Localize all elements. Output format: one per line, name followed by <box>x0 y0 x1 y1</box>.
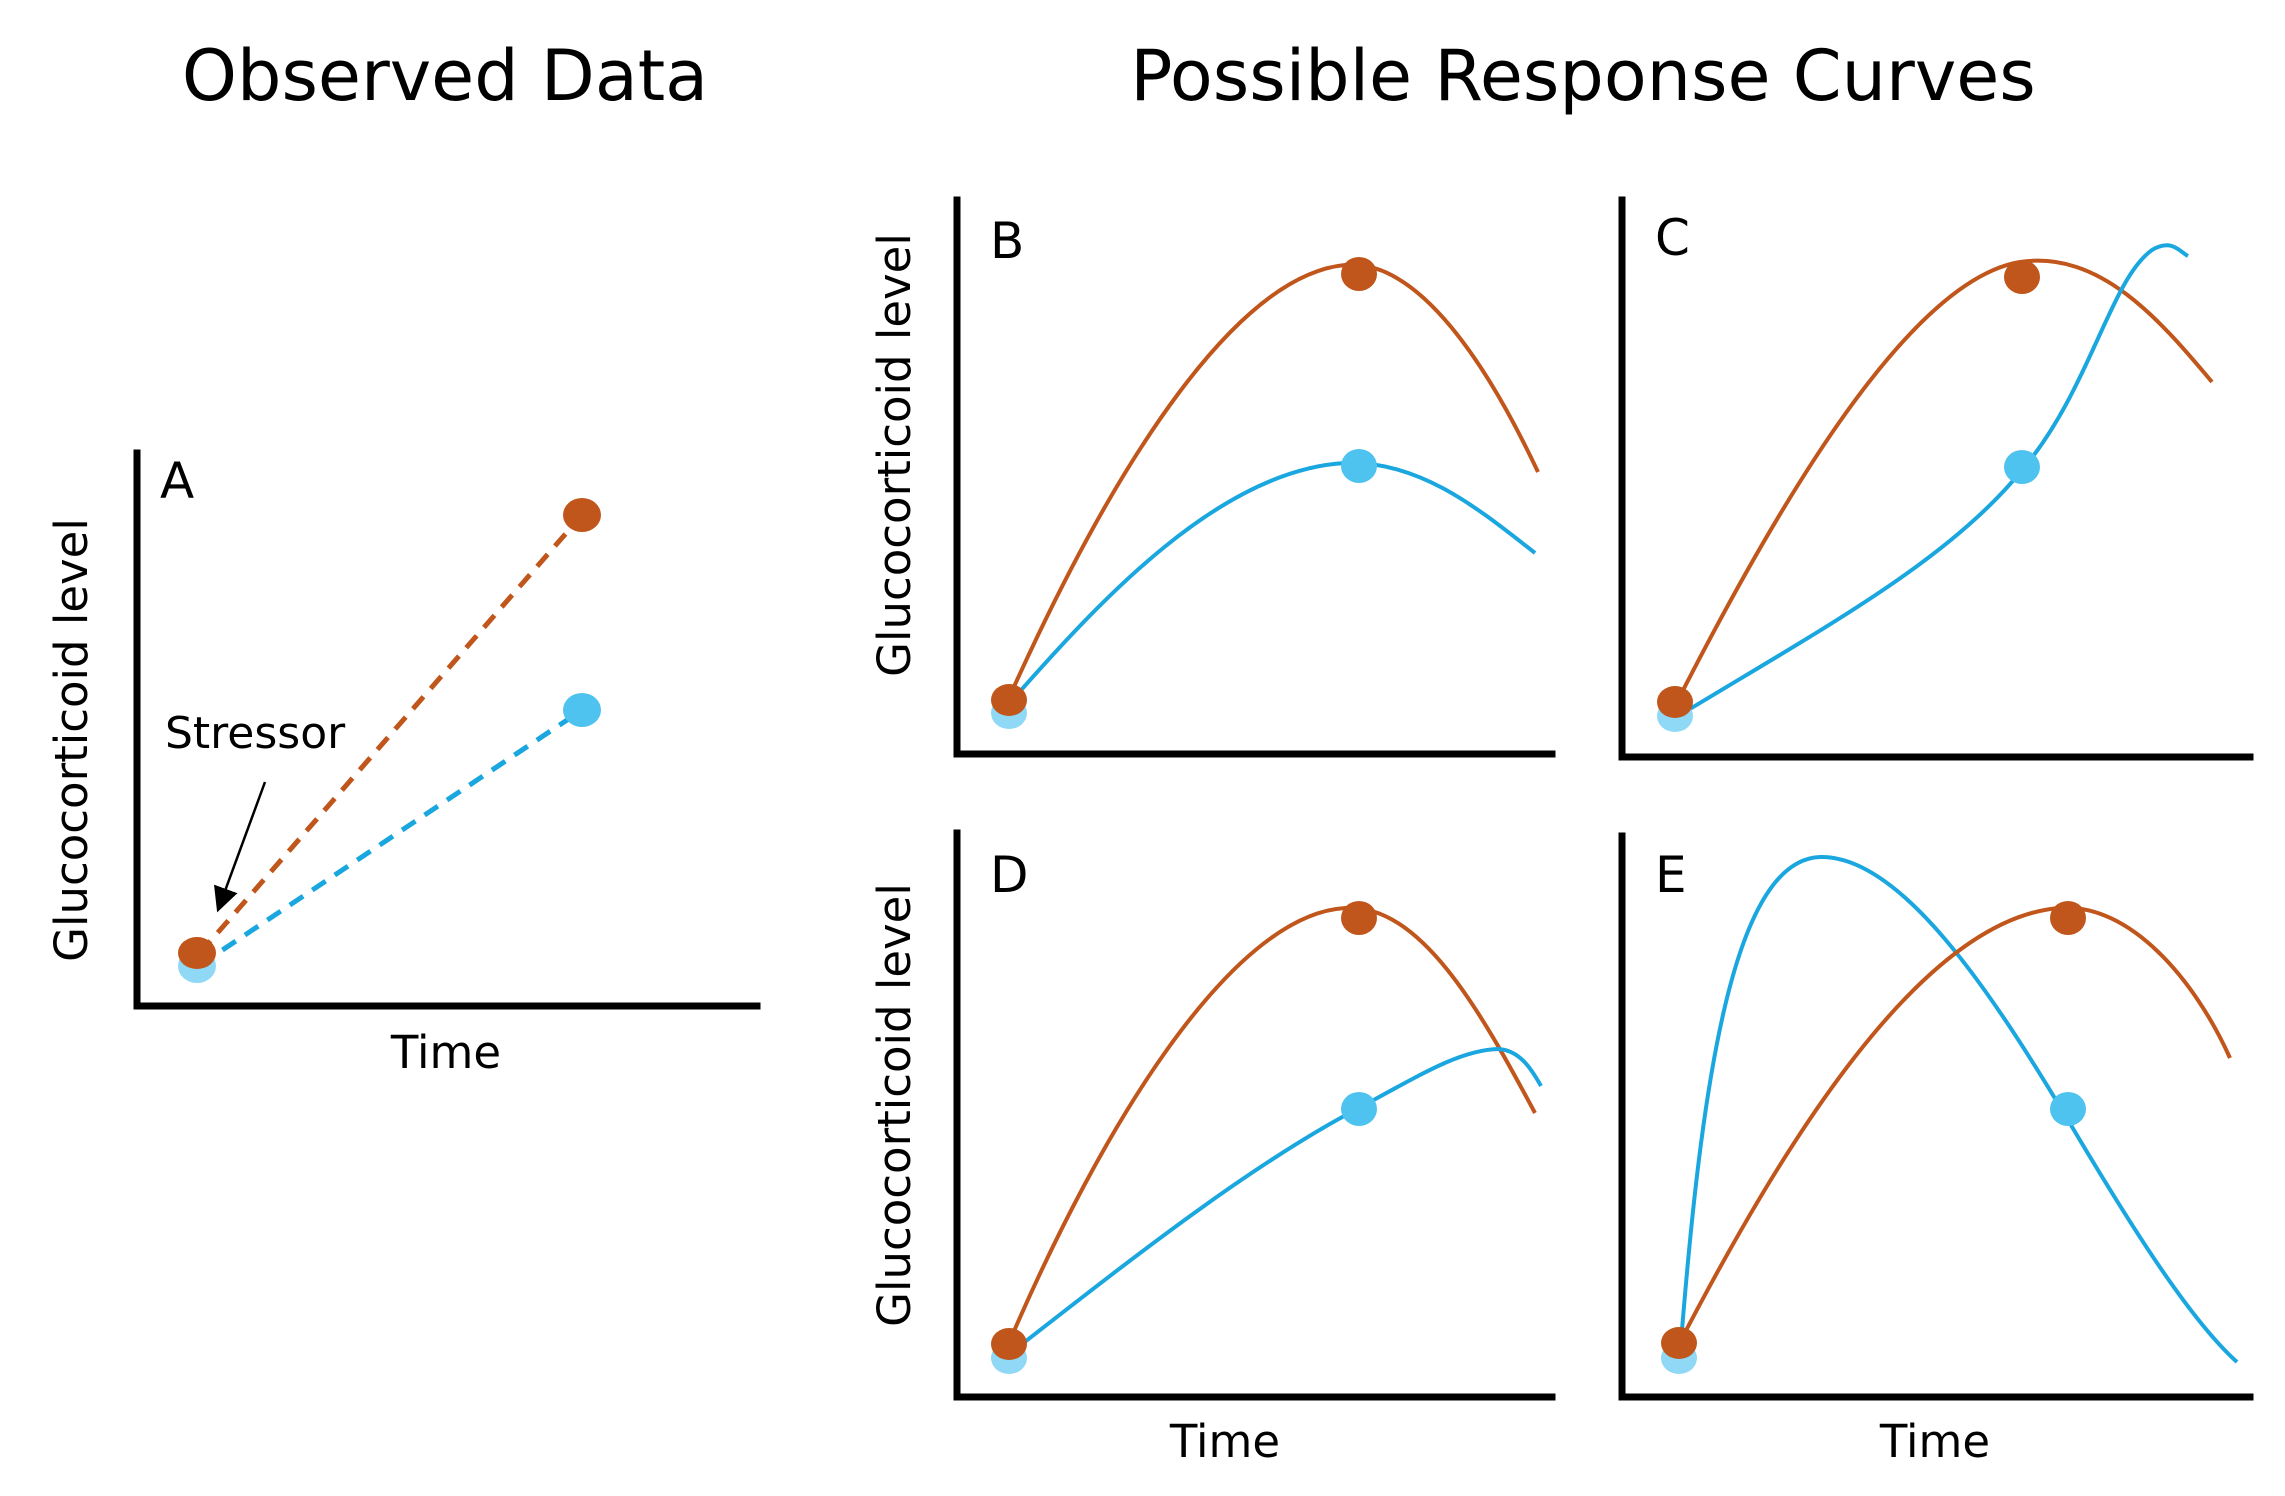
panel-e-letter: E <box>1655 846 1687 904</box>
panel-a-orange-dashed-line <box>198 513 584 955</box>
panel-a-blue-dashed-line <box>198 707 584 968</box>
panel-d-orange-start-point <box>991 1328 1027 1360</box>
panel-a: A Time Glucocorticoid level Stressor <box>45 449 761 1079</box>
panel-c-orange-start-point <box>1657 686 1693 718</box>
panel-b-blue-point <box>1341 449 1377 483</box>
panel-e-x-axis-label: Time <box>1879 1415 1990 1468</box>
panel-e-blue-curve <box>1678 854 2239 1364</box>
panel-c: C <box>1618 196 2254 761</box>
stressor-arrow <box>214 781 267 913</box>
panel-e-axes <box>1618 832 2254 1401</box>
panel-e-blue-point <box>2050 1092 2086 1126</box>
panel-b-letter: B <box>990 212 1024 270</box>
panel-b-orange-start-point <box>991 684 1027 716</box>
panel-e-orange-peak-point <box>2050 901 2086 935</box>
panel-b-y-axis-label: Glucocorticoid level <box>868 233 921 677</box>
panel-b-orange-peak-point <box>1341 257 1377 291</box>
panel-d-blue-point <box>1341 1092 1377 1126</box>
panel-b-blue-curve <box>1006 460 1537 707</box>
panel-c-orange-point <box>2004 260 2040 294</box>
stressor-label: Stressor <box>165 708 346 759</box>
panel-c-blue-point <box>2004 450 2040 484</box>
panel-d-blue-curve <box>1006 1046 1543 1357</box>
possible-curves-heading: Possible Response Curves <box>1130 35 2036 117</box>
panel-a-axes <box>133 449 761 1010</box>
panel-a-orange-start-point <box>178 937 216 969</box>
panel-e-orange-start-point <box>1661 1327 1697 1359</box>
panel-c-axes <box>1618 196 2254 761</box>
panel-a-blue-end-point <box>563 693 601 727</box>
panel-c-orange-curve <box>1675 258 2214 703</box>
panel-b: B Glucocorticoid level <box>868 196 1556 758</box>
panel-a-orange-end-point <box>563 498 601 532</box>
panel-d-y-axis-label: Glucocorticoid level <box>868 883 921 1327</box>
panel-c-blue-curve <box>1678 243 2190 717</box>
panel-b-axes <box>953 196 1556 758</box>
panel-d-orange-curve <box>1006 905 1537 1346</box>
panel-c-letter: C <box>1655 209 1690 267</box>
panel-a-letter: A <box>160 452 194 510</box>
panel-e-orange-curve <box>1678 905 2232 1343</box>
panel-d: D Time Glucocorticoid level <box>868 829 1556 1468</box>
panel-d-letter: D <box>990 846 1029 904</box>
panel-a-y-axis-label: Glucocorticoid level <box>45 518 98 962</box>
panel-d-x-axis-label: Time <box>1169 1415 1280 1468</box>
observed-data-heading: Observed Data <box>182 35 708 117</box>
panel-d-axes <box>953 829 1556 1401</box>
panel-e: E Time <box>1618 832 2254 1468</box>
panel-b-orange-curve <box>1006 262 1540 701</box>
panel-a-x-axis-label: Time <box>390 1026 501 1079</box>
panel-d-orange-peak-point <box>1341 901 1377 935</box>
